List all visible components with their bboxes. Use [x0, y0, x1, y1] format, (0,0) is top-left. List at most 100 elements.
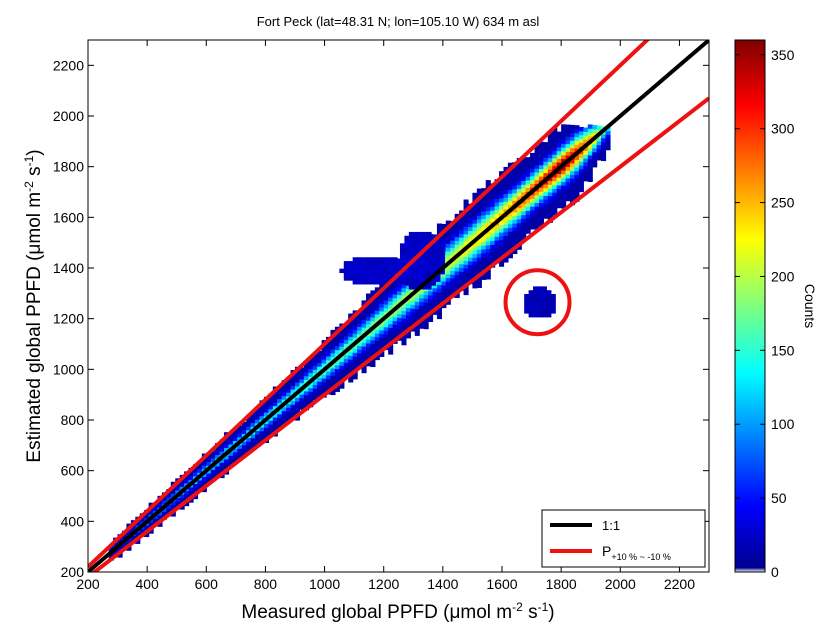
density-cell: [552, 180, 558, 186]
density-cell: [410, 311, 416, 317]
density-cell: [170, 504, 176, 509]
density-cell: [259, 430, 265, 436]
y-axis-label: Estimated global PPFD (μmol m-2 s-1): [22, 149, 45, 462]
density-cell: [312, 395, 318, 401]
density-cell: [494, 240, 500, 245]
density-cell: [578, 176, 584, 181]
density-cell: [556, 139, 562, 144]
density-cell: [596, 148, 602, 153]
density-cell: [370, 268, 376, 274]
density-cell: [426, 285, 432, 290]
density-cell: [423, 301, 429, 307]
density-cell: [578, 168, 584, 174]
density-cell: [408, 235, 414, 241]
density-cell: [547, 142, 553, 147]
plot-area: 200 400 600 800 1000 1200 1400 1600 1800 2000 2200…: [53, 39, 710, 592]
density-cell: [175, 501, 181, 506]
density-cell: [543, 199, 549, 204]
density-cell: [419, 297, 425, 303]
density-cell: [139, 517, 145, 522]
density-cell: [459, 275, 465, 280]
density-cell: [290, 400, 296, 405]
density-cell: [303, 390, 309, 396]
density-cell: [530, 225, 536, 230]
density-cell: [490, 236, 496, 242]
density-cell: [565, 147, 571, 152]
density-cell: [374, 329, 380, 334]
density-cell: [538, 149, 544, 154]
density-cell: [499, 182, 505, 187]
density-cell: [503, 178, 509, 183]
density-cell: [574, 147, 580, 153]
density-cell: [361, 264, 367, 270]
density-cell: [556, 196, 562, 201]
density-cell: [224, 462, 230, 467]
density-cell: [330, 329, 336, 335]
density-cell: [459, 256, 465, 261]
density-cell: [490, 213, 496, 219]
density-cell: [463, 267, 469, 273]
density-cell: [467, 207, 474, 212]
density-cell: [507, 215, 513, 221]
density-cell: [339, 331, 345, 336]
density-cell: [334, 376, 340, 381]
density-cell: [263, 423, 269, 428]
density-cell: [561, 204, 567, 209]
density-cell: [574, 163, 580, 168]
density-cell: [321, 381, 327, 387]
density-cell: [395, 258, 401, 263]
density-cell: [192, 494, 199, 500]
density-cell: [370, 336, 376, 341]
x-tick-label: 1400: [427, 576, 458, 592]
density-cell: [459, 267, 465, 272]
density-cell: [383, 330, 389, 335]
density-cell: [436, 310, 442, 316]
density-cell: [534, 171, 540, 177]
density-cell: [481, 214, 487, 220]
density-cell: [521, 161, 527, 166]
density-cell: [530, 179, 536, 184]
y-tick-label: 400: [61, 513, 85, 529]
density-cell: [454, 236, 460, 242]
density-cell: [334, 349, 340, 354]
density-cell: [463, 260, 469, 265]
density-cell: [561, 166, 567, 171]
density-cell: [399, 247, 406, 252]
density-cell: [565, 181, 571, 186]
density-cell: [401, 280, 407, 285]
density-cell: [583, 176, 589, 182]
density-cell: [326, 367, 332, 372]
density-cell: [543, 214, 549, 219]
density-cell: [481, 207, 487, 212]
density-cell: [490, 187, 496, 192]
density-cell: [370, 261, 376, 266]
density-cell: [312, 369, 318, 374]
density-cell: [228, 455, 234, 460]
density-cell: [388, 300, 394, 306]
density-cell: [348, 366, 354, 372]
density-cell: [326, 374, 332, 380]
density-cell: [144, 532, 150, 538]
density-cell: [472, 219, 478, 224]
density-cell: [365, 335, 372, 340]
density-cell: [399, 258, 406, 263]
density-cell: [530, 183, 536, 188]
density-cell: [422, 285, 428, 290]
density-cell: [476, 226, 482, 231]
density-cell: [148, 510, 154, 515]
density-cell: [485, 206, 491, 212]
density-cell: [192, 487, 199, 492]
density-cell: [343, 339, 349, 344]
density-cell: [326, 359, 332, 365]
outlier-cell: [541, 305, 547, 310]
density-cell: [578, 153, 584, 158]
density-cell: [556, 173, 562, 178]
density-cell: [481, 195, 487, 201]
density-cell: [383, 288, 389, 294]
density-cell: [534, 217, 540, 222]
density-cell: [507, 253, 513, 259]
density-cell: [405, 307, 411, 312]
density-cell: [450, 232, 456, 237]
density-cell: [530, 202, 536, 207]
